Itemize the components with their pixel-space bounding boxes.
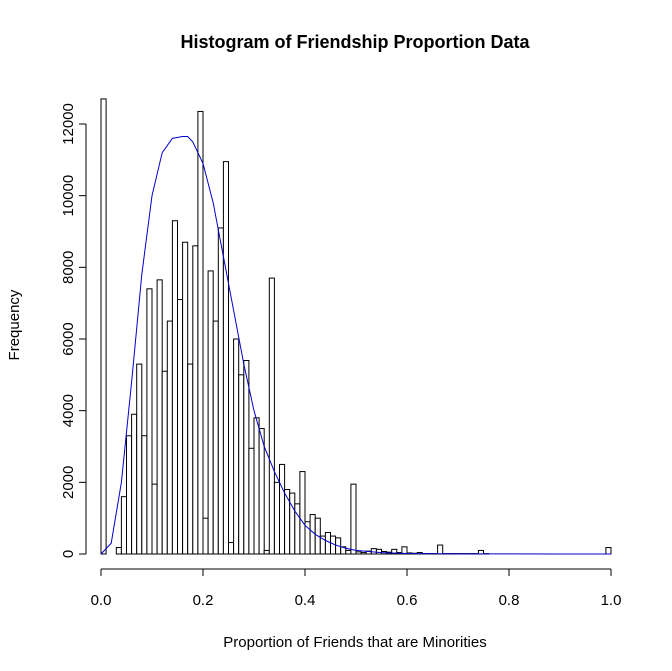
histogram-bar [258,428,265,555]
histogram-bar [263,549,270,555]
y-tick-label: 4000 [60,394,77,427]
density-curve [100,136,612,555]
histogram-bar [100,98,107,555]
histogram-bar [136,363,143,555]
histogram-bar [284,489,291,555]
y-tick-label: 8000 [60,251,77,284]
histogram-bar [238,374,245,555]
x-axis: 0.0 0.2 0.4 0.6 0.8 1.0 [91,568,622,609]
x-tick-label: 0.0 [91,592,112,609]
x-axis-label: Proportion of Friends that are Minoritie… [223,634,486,651]
histogram-bar [309,514,316,555]
histogram-bar [212,320,219,555]
histogram-bar [605,547,612,555]
histogram-bar [233,338,240,555]
x-tick-label: 0.8 [499,592,520,609]
histogram-bar [360,552,367,555]
histogram-bar [126,435,133,555]
y-tick-label: 10000 [60,175,77,217]
histogram-bar [401,546,408,555]
histogram-bar [161,370,168,555]
histogram-bar [289,492,296,555]
histogram-bar [177,299,184,555]
chart-title: Histogram of Friendship Proportion Data [180,32,530,52]
histogram-bar [243,360,250,555]
x-tick-label: 0.4 [295,592,316,609]
histogram-bar [391,548,398,555]
histogram-bar [202,517,209,555]
histogram-bar [268,277,275,555]
histogram-bar [182,241,189,555]
histogram-bar [207,270,214,555]
y-axis-label: Frequency [6,289,23,360]
histogram-bar [248,447,255,555]
histogram-bar [197,110,204,555]
histogram-bars [100,98,612,555]
histogram-bar [375,548,382,555]
histogram-bar [355,551,362,555]
histogram-bar [299,471,306,555]
histogram-bar [253,417,260,555]
histogram-bar [217,227,224,555]
x-tick-label: 0.6 [397,592,418,609]
x-tick-label: 1.0 [601,592,622,609]
histogram-bar [345,549,352,555]
x-tick-label: 0.2 [193,592,214,609]
histogram-bar [151,483,158,555]
histogram-bar [141,435,148,555]
histogram-bar [222,161,229,555]
y-tick-label: 0 [60,550,77,558]
y-axis: 0 2000 4000 6000 8000 10000 12000 [60,103,87,558]
histogram-bar [324,532,331,555]
histogram-bar [350,483,357,555]
histogram-bar [228,542,235,555]
histogram-bar [131,413,138,555]
histogram-bar [279,463,286,555]
histogram-bar [146,288,153,555]
histogram-bar [437,544,444,555]
y-tick-label: 12000 [60,103,77,145]
histogram-bar [120,496,128,555]
histogram-bar [115,547,122,555]
histogram-bar [273,481,280,555]
y-tick-label: 2000 [60,466,77,499]
histogram-bar [192,245,199,555]
histogram-bar [171,220,178,555]
histogram-bar [156,279,163,555]
histogram-bar [166,320,173,555]
y-tick-label: 6000 [60,322,77,355]
histogram-bar [187,363,194,555]
